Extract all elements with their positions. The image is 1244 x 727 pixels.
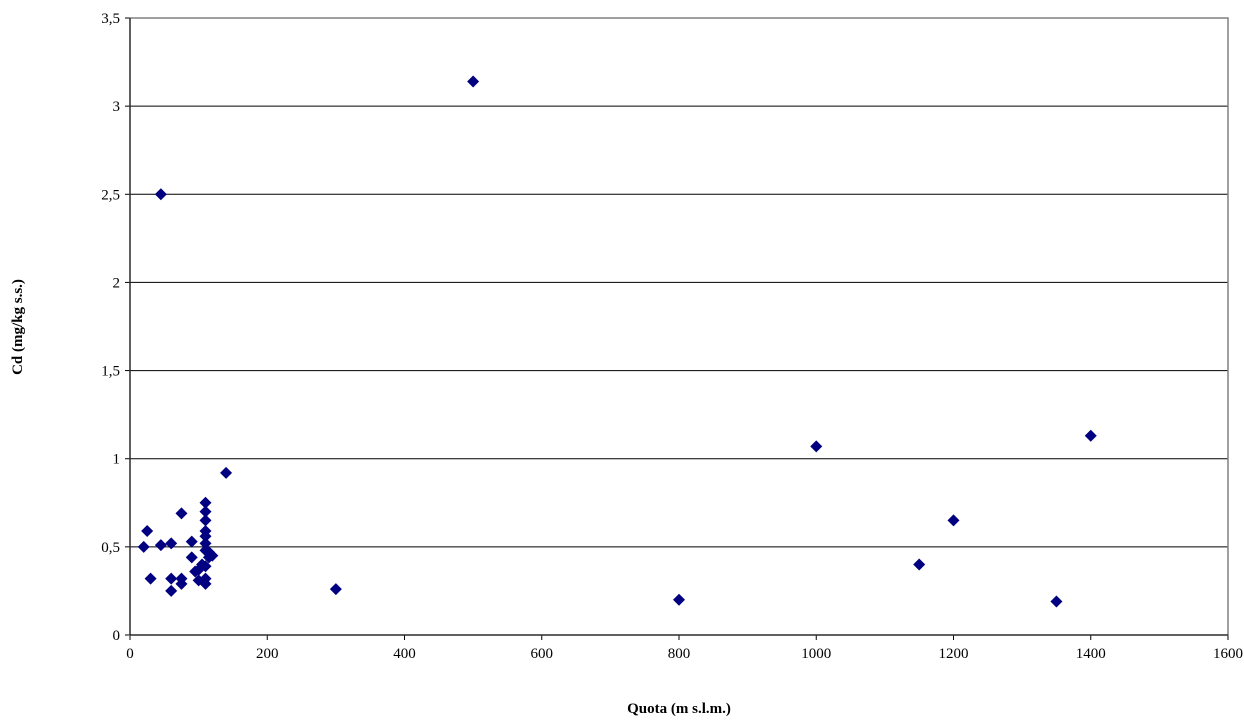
plot-border (129, 17, 1229, 636)
point (673, 593, 685, 606)
point (1050, 595, 1063, 608)
point (165, 572, 178, 585)
x-tick-label: 400 (393, 646, 416, 662)
x-tick-label: 1000 (801, 646, 831, 662)
point (1084, 429, 1097, 442)
y-tick-label: 0 (113, 628, 121, 644)
y-axis-title: Cd (mg/kg s.s.) (10, 279, 26, 375)
point (913, 558, 926, 571)
x-tick-label: 0 (126, 646, 134, 662)
point (199, 514, 212, 527)
point (137, 540, 150, 553)
point (329, 583, 342, 596)
point (175, 507, 188, 520)
x-tick-label: 200 (256, 646, 279, 662)
point (165, 537, 178, 550)
y-tick-label: 0,5 (101, 540, 120, 556)
x-tick-label: 1400 (1076, 646, 1106, 662)
point (810, 440, 823, 453)
point (192, 563, 205, 576)
point (185, 535, 198, 548)
x-tick-label: 600 (531, 646, 554, 662)
point (199, 577, 212, 590)
point (185, 551, 198, 564)
point (165, 584, 178, 597)
point (220, 466, 233, 479)
y-tick-label: 3 (113, 99, 121, 115)
y-tick-label: 1 (113, 452, 121, 468)
point (154, 539, 167, 552)
x-axis-title: Quota (m s.l.m.) (627, 701, 731, 717)
point (202, 551, 215, 564)
point (144, 572, 157, 585)
point (175, 577, 188, 590)
point (199, 496, 212, 509)
point (199, 530, 212, 543)
point (141, 524, 154, 537)
x-tick-label: 1600 (1213, 646, 1243, 662)
y-tick-label: 1,5 (101, 364, 120, 380)
y-tick-label: 2,5 (101, 187, 120, 203)
y-tick-label: 3,5 (101, 11, 120, 27)
point (199, 505, 212, 518)
point (947, 514, 960, 527)
y-tick-label: 2 (113, 275, 121, 291)
point (154, 188, 167, 201)
x-tick-label: 800 (668, 646, 691, 662)
x-tick-label: 1200 (939, 646, 969, 662)
point (467, 75, 480, 88)
point (199, 537, 212, 550)
